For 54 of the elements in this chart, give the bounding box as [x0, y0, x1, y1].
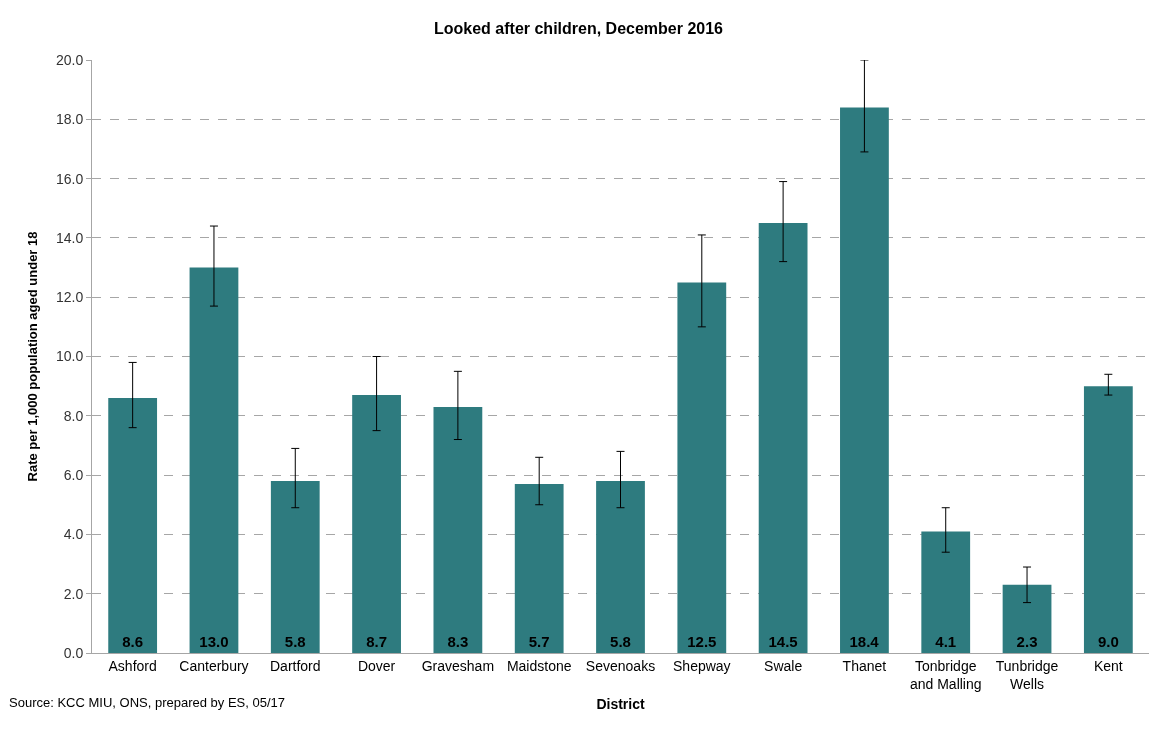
x-tick-label: Shepway — [673, 657, 731, 674]
x-tick-label: Canterbury — [179, 657, 249, 674]
x-tick-label: Tonbridge and Malling — [909, 657, 982, 692]
y-tick-label: 10.0 — [55, 348, 84, 365]
x-tick-label: Dover — [357, 657, 396, 674]
bar — [1002, 584, 1052, 653]
data-label: 14.5 — [768, 633, 798, 650]
bar — [433, 406, 483, 653]
bar — [1083, 386, 1133, 653]
y-tick-label: 20.0 — [55, 51, 84, 68]
data-label: 2.3 — [1016, 633, 1038, 650]
data-label: 13.0 — [199, 633, 229, 650]
y-tick-label: 4.0 — [63, 526, 84, 543]
data-label: 5.8 — [610, 633, 631, 650]
chart-title: Looked after children, December 2016 — [434, 19, 724, 37]
y-tick-label: 8.0 — [63, 407, 84, 424]
x-tick-label: Kent — [1093, 657, 1123, 674]
data-label: 4.1 — [935, 633, 957, 650]
data-label: 8.6 — [122, 633, 144, 650]
bar — [596, 481, 645, 653]
y-tick-label: 12.0 — [55, 289, 84, 306]
y-axis-title: Rate per 1,000 population aged under 18 — [24, 231, 40, 482]
x-axis-title: District — [596, 696, 645, 713]
data-label: 12.5 — [687, 633, 717, 650]
bar — [189, 267, 239, 653]
y-tick-label: 2.0 — [63, 585, 84, 602]
x-tick-label: Thanet — [842, 657, 887, 674]
data-label: 5.8 — [284, 633, 306, 650]
source-note: Source: KCC MIU, ONS, prepared by ES, 05/17 — [9, 695, 286, 710]
x-tick-label: Gravesham — [421, 657, 495, 674]
bar — [758, 223, 808, 653]
x-tick-label: Ashford — [108, 657, 157, 674]
x-tick-label: Swale — [764, 657, 803, 674]
data-label: 18.4 — [849, 633, 880, 650]
data-label: 8.3 — [447, 633, 469, 650]
data-label: 9.0 — [1097, 633, 1119, 650]
bar — [108, 398, 158, 653]
y-tick-label: 18.0 — [55, 111, 84, 128]
bar — [921, 531, 971, 653]
bar — [352, 395, 401, 653]
bar — [677, 282, 727, 653]
x-tick-label: Sevenoaks — [585, 657, 656, 674]
y-tick-label: 14.0 — [55, 229, 84, 246]
bar — [514, 484, 564, 653]
data-label: 8.7 — [366, 633, 387, 650]
bar — [270, 481, 320, 653]
x-tick-label: Tunbridge Wells — [995, 657, 1059, 692]
bar — [840, 107, 889, 653]
y-tick-label: 0.0 — [63, 644, 84, 661]
x-tick-label: Dartford — [269, 657, 321, 674]
data-label: 5.7 — [528, 633, 550, 650]
x-tick-label: Maidstone — [506, 657, 572, 674]
y-tick-label: 6.0 — [63, 467, 84, 483]
y-tick-label: 16.0 — [55, 170, 84, 187]
